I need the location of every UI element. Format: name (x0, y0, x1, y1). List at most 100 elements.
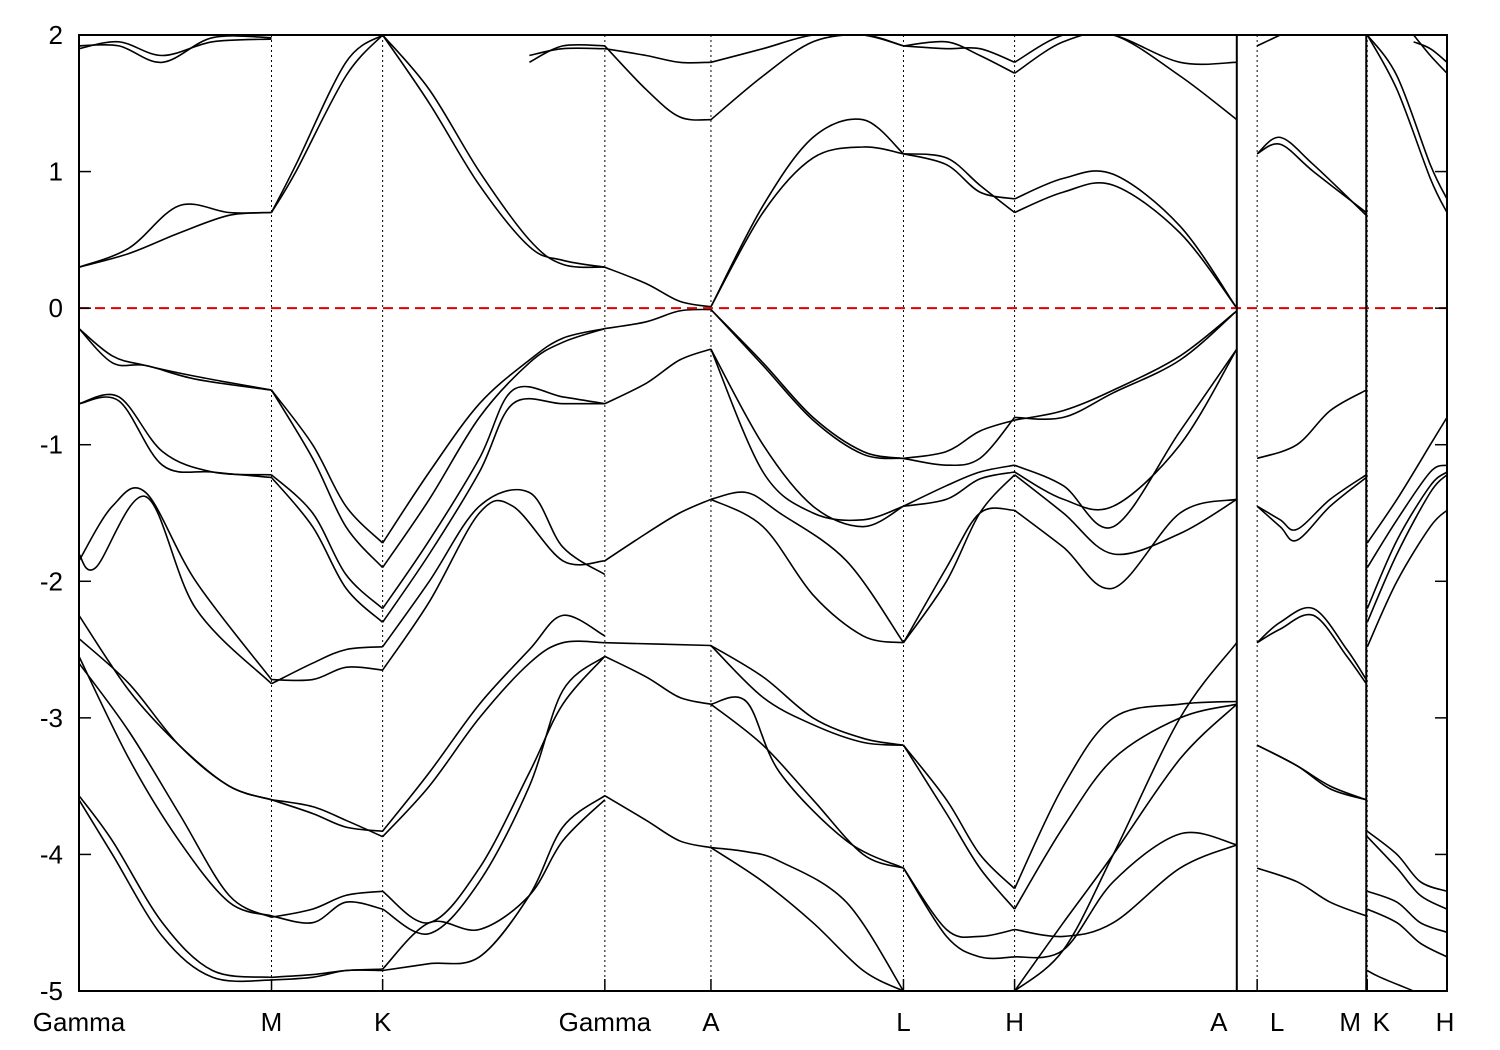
band-line (1013, 703, 1238, 991)
band-line (381, 499, 605, 671)
band-line (1256, 136, 1367, 216)
band-line (903, 153, 1016, 214)
band-line (271, 968, 383, 979)
band-line (270, 35, 384, 213)
band-line (1014, 474, 1238, 556)
band-line (710, 491, 905, 644)
band-line (1014, 310, 1238, 421)
band-line (382, 799, 606, 970)
band-line (1014, 170, 1238, 309)
band-line (604, 308, 711, 330)
band-line (710, 696, 904, 869)
band-line (381, 614, 606, 832)
band-line (381, 35, 605, 269)
band-line (1014, 348, 1238, 529)
band-line (1367, 890, 1447, 934)
band-line (902, 507, 1015, 644)
band-line (903, 45, 1015, 64)
band-line (79, 656, 272, 917)
band-line (604, 348, 712, 405)
band-line (270, 35, 384, 213)
band-line (1256, 476, 1367, 542)
band-line (271, 969, 383, 981)
y-tick-label: 1 (49, 157, 63, 187)
band-line (529, 43, 605, 64)
x-tick-label: Gamma (33, 1007, 126, 1037)
band-line (271, 890, 383, 919)
band-lines (79, 35, 1447, 991)
band-line (79, 799, 272, 983)
path-break-lines (1235, 35, 1368, 991)
band-line (710, 118, 905, 308)
band-line (1366, 35, 1447, 213)
y-tick-label: -5 (40, 976, 63, 1006)
x-tick-label: H (1436, 1007, 1455, 1037)
x-tick-label: Gamma (559, 1007, 652, 1037)
band-line (604, 45, 711, 121)
band-line (1366, 464, 1447, 569)
band-line (1366, 836, 1447, 910)
y-tick-label: 2 (49, 20, 63, 50)
band-line (710, 498, 904, 644)
band-line (1366, 416, 1447, 544)
band-line (1256, 35, 1281, 47)
band-line (1014, 844, 1238, 938)
band-line (1413, 41, 1447, 63)
band-line (902, 867, 1015, 960)
band-line (1256, 606, 1367, 681)
x-tick-label: A (702, 1007, 720, 1037)
band-line (270, 476, 384, 623)
band-line (270, 474, 384, 610)
band-line (271, 666, 383, 682)
band-line (79, 38, 272, 57)
band-line (79, 486, 273, 681)
y-axis-ticks: 2 1 0 -1 -2 -3 -4 -5 (40, 20, 1447, 1006)
band-line (1366, 830, 1447, 893)
band-line (79, 396, 272, 479)
band-line (903, 471, 1015, 507)
band-line (710, 35, 904, 121)
band-line (710, 644, 904, 746)
band-line (1014, 498, 1237, 590)
band-line (79, 393, 272, 476)
band-line (381, 385, 605, 610)
band-line (1256, 867, 1367, 917)
band-line (710, 703, 904, 869)
band-line (1014, 310, 1238, 421)
band-line (381, 327, 605, 544)
y-tick-label: -2 (40, 566, 63, 596)
band-line (271, 799, 383, 832)
x-tick-label: M (261, 1007, 283, 1037)
band-line (1366, 474, 1447, 623)
kpoint-gridlines (271, 35, 1368, 991)
x-tick-label: A (1210, 1007, 1228, 1037)
band-line (1256, 142, 1367, 214)
y-tick-label: -4 (40, 839, 63, 869)
plot-frame (78, 34, 1448, 992)
band-line (79, 211, 272, 268)
band-line (604, 266, 712, 308)
band-line (271, 646, 383, 685)
band-line (710, 846, 905, 991)
band-line (1366, 471, 1447, 609)
band-line (382, 655, 606, 935)
band-line (903, 419, 1015, 460)
band-line (382, 655, 606, 924)
band-line (1014, 348, 1238, 511)
band-line (710, 348, 904, 522)
y-tick-label: -3 (40, 703, 63, 733)
band-line (604, 47, 711, 64)
band-line (1014, 642, 1238, 991)
band-line (79, 495, 273, 685)
band-line (381, 327, 606, 569)
band-line (710, 35, 904, 64)
band-line (1014, 831, 1237, 959)
band-line (270, 389, 384, 569)
band-line (710, 644, 904, 746)
band-line (902, 474, 1016, 644)
band-line (1256, 474, 1367, 531)
x-tick-label: K (374, 1007, 392, 1037)
band-line (710, 348, 904, 528)
band-line (381, 397, 605, 623)
